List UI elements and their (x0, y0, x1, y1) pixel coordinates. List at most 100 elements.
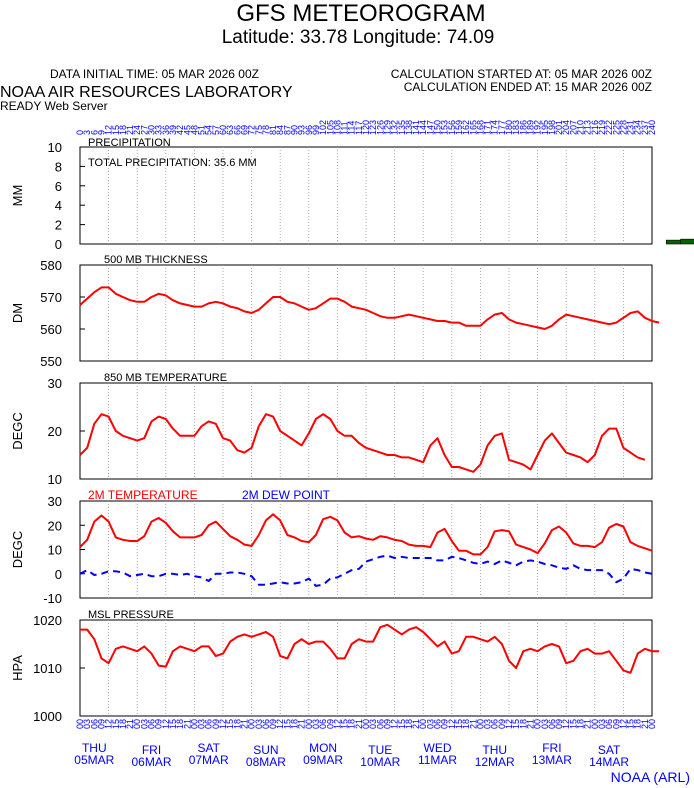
bottom-hour-label: 09 (611, 719, 621, 729)
bottom-hour-label: 00 (533, 719, 543, 729)
top-hour-label: 114 (347, 121, 357, 135)
date-label: 12MAR (475, 755, 515, 769)
day-label: SAT (598, 743, 621, 757)
bottom-hour-label: 12 (504, 719, 514, 729)
top-hour-label: 99 (311, 125, 321, 135)
top-hour-label: 210 (576, 120, 586, 135)
bottom-hour-label: 18 (347, 719, 357, 729)
top-hour-label: 186 (518, 120, 528, 135)
bottom-hour-label: 15 (397, 719, 407, 729)
top-hour-label: 153 (440, 120, 450, 135)
bottom-hour-label: 12 (447, 719, 457, 729)
legend-2m-dew-point: 2M DEW POINT (242, 488, 331, 502)
precip-bar (680, 238, 694, 245)
bottom-hour-label: 15 (568, 719, 578, 729)
bottom-hour-label: 06 (490, 719, 500, 729)
top-hour-label: 87 (282, 125, 292, 135)
top-hour-label: 63 (225, 125, 235, 135)
y-axis-label: HPA (10, 655, 25, 681)
top-hour-label: 39 (168, 125, 178, 135)
bottom-hour-label: 06 (318, 719, 328, 729)
y-axis-label: DEGC (10, 531, 25, 569)
top-hour-label: 0 (75, 130, 85, 135)
bottom-hour-label: 03 (254, 719, 264, 729)
bottom-hour-label: 21 (182, 719, 192, 729)
bottom-hour-label: 12 (218, 719, 228, 729)
top-hour-label: 111 (340, 121, 350, 135)
bottom-hour-label: 00 (361, 719, 371, 729)
bottom-hour-label: 09 (268, 719, 278, 729)
bottom-hour-label: 00 (304, 719, 314, 729)
bottom-time-axis: 0003060912151821000306091215182100030609… (74, 719, 657, 769)
bottom-hour-label: 00 (590, 719, 600, 729)
chart-panels: 0 2 4 6 8 10 MM PRECIPITATION TOTAL PRECIPITATIO… (10, 137, 694, 724)
precip-bar (665, 239, 681, 245)
bottom-hour-label: 00 (647, 719, 657, 729)
y-tick-label: 0 (55, 237, 62, 252)
y-tick-label: 8 (55, 159, 62, 174)
series-line (79, 286, 660, 330)
top-hour-label: 228 (618, 120, 628, 135)
top-hour-label: 126 (375, 120, 385, 135)
top-hour-label: 60 (218, 125, 228, 135)
bottom-hour-label: 00 (132, 719, 142, 729)
bottom-hour-label: 18 (232, 719, 242, 729)
dew-point-line (79, 554, 653, 587)
top-hour-label: 12 (104, 125, 114, 135)
bottom-hour-label: 15 (111, 719, 121, 729)
bottom-hour-label: 03 (597, 719, 607, 729)
y-tick-label: 30 (48, 494, 62, 509)
bottom-hour-label: 12 (561, 719, 571, 729)
top-hour-label: 57 (211, 125, 221, 135)
top-hour-label: 9 (96, 130, 106, 135)
y-tick-label: 1010 (33, 661, 62, 676)
bottom-hour-label: 21 (640, 719, 650, 729)
top-hour-label: 93 (297, 125, 307, 135)
day-label: THU (482, 743, 507, 757)
bottom-hour-label: 03 (82, 719, 92, 729)
bottom-hour-label: 18 (175, 719, 185, 729)
server-label: READY Web Server (0, 99, 108, 113)
top-hour-label: 192 (533, 120, 543, 135)
y-tick-label: 0 (55, 567, 62, 582)
bottom-hour-label: 15 (168, 719, 178, 729)
top-hour-label: 147 (425, 120, 435, 135)
bottom-hour-label: 06 (604, 719, 614, 729)
bottom-hour-label: 06 (204, 719, 214, 729)
date-label: 14MAR (589, 755, 629, 769)
date-label: 05MAR (74, 753, 114, 767)
bottom-hour-label: 21 (411, 719, 421, 729)
bottom-hour-label: 09 (497, 719, 507, 729)
top-hour-label: 165 (468, 120, 478, 135)
top-hour-label: 3 (82, 130, 92, 135)
org-label: NOAA AIR RESOURCES LABORATORY (0, 84, 293, 101)
series-line (79, 413, 646, 473)
top-hour-label: 213 (583, 120, 593, 135)
top-hour-label: 144 (418, 120, 428, 135)
y-tick-label: 10 (48, 472, 62, 487)
top-hour-label: 234 (633, 120, 643, 135)
day-label: FRI (542, 741, 561, 755)
top-hour-label: 219 (597, 120, 607, 135)
bottom-hour-label: 21 (468, 719, 478, 729)
bottom-hour-label: 12 (618, 719, 628, 729)
y-tick-label: -10 (43, 591, 62, 606)
top-hour-label: 189 (525, 120, 535, 135)
top-hour-label: 201 (554, 120, 564, 135)
top-hour-label: 48 (189, 125, 199, 135)
top-hour-label: 174 (490, 120, 500, 135)
bottom-hour-label: 15 (454, 719, 464, 729)
top-hour-label: 129 (382, 120, 392, 135)
legend-2m-temperature: 2M TEMPERATURE (88, 488, 198, 502)
top-hour-label: 105 (325, 120, 335, 135)
top-hour-label: 150 (433, 120, 443, 135)
y-tick-label: 550 (40, 354, 62, 369)
top-hour-label: 21 (125, 125, 135, 135)
y-tick-label: 20 (48, 518, 62, 533)
panel-4: 1000 1010 1020 HPA MSL PRESSURE (10, 609, 660, 724)
top-hour-label: 36 (161, 125, 171, 135)
bottom-hour-label: 18 (290, 719, 300, 729)
day-label: MON (309, 741, 337, 755)
date-label: 08MAR (246, 755, 286, 769)
